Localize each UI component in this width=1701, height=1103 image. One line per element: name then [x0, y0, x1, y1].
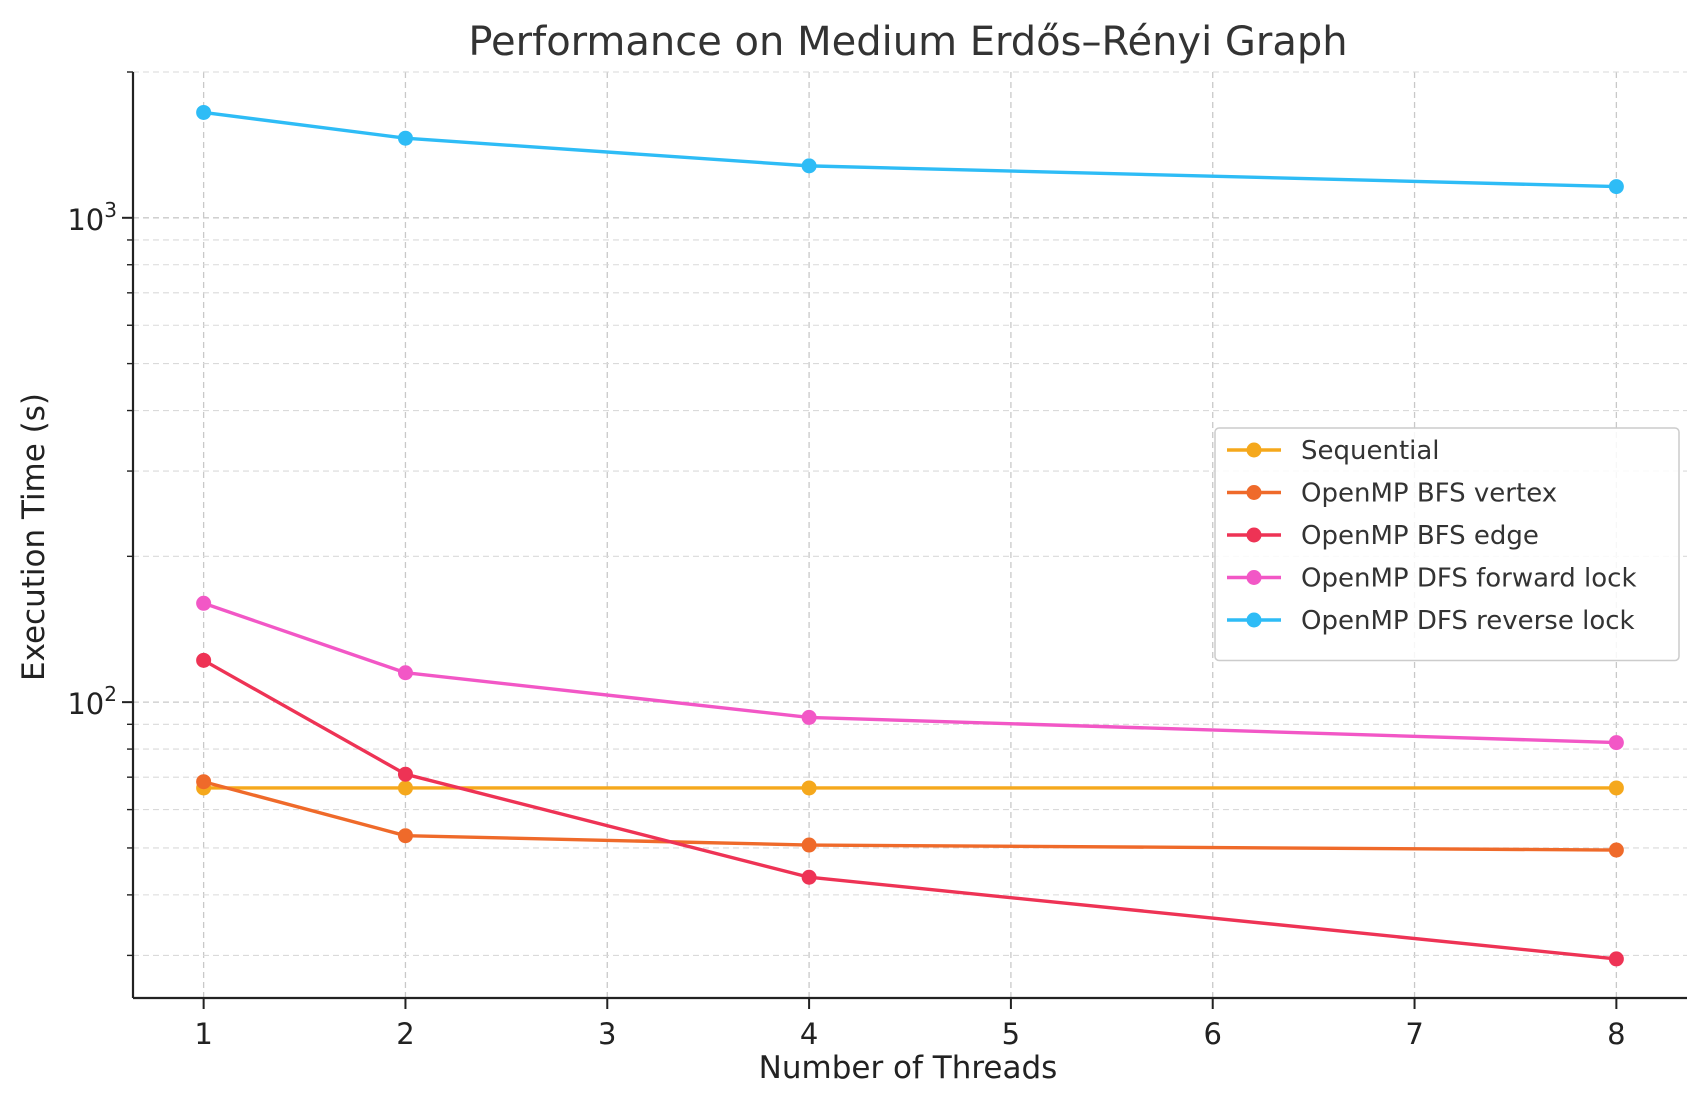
legend-item: Sequential — [1227, 436, 1440, 466]
data-point — [397, 780, 413, 796]
legend-label: OpenMP BFS vertex — [1301, 479, 1557, 509]
series-layer — [196, 104, 1624, 967]
x-tick-label: 1 — [194, 1017, 212, 1051]
series-4 — [196, 595, 1624, 751]
series-2 — [196, 774, 1624, 858]
y-tick-label: 102 — [67, 682, 117, 721]
legend-item: OpenMP DFS reverse lock — [1227, 606, 1635, 636]
x-tick-label: 6 — [1204, 1017, 1222, 1051]
x-tick-label: 4 — [800, 1017, 818, 1051]
legend-swatch-marker — [1246, 442, 1262, 458]
legend-label: OpenMP BFS edge — [1301, 521, 1539, 551]
series-5 — [196, 104, 1624, 195]
data-point — [397, 766, 413, 782]
data-point — [1608, 951, 1624, 967]
data-point — [801, 869, 817, 885]
data-point — [801, 158, 817, 174]
data-point — [397, 828, 413, 844]
legend-label: Sequential — [1301, 436, 1440, 466]
data-point — [1608, 780, 1624, 796]
data-point — [1608, 179, 1624, 195]
y-axis-label: Execution Time (s) — [16, 393, 52, 681]
legend: Sequential OpenMP BFS vertex OpenMP BFS ed… — [1214, 427, 1680, 662]
data-point — [1608, 735, 1624, 751]
data-point — [397, 665, 413, 681]
data-point — [196, 652, 212, 668]
legend-label: OpenMP DFS reverse lock — [1301, 606, 1635, 636]
series-3 — [196, 652, 1624, 967]
y-tick-label-base: 10 — [67, 687, 104, 721]
legend-box — [1214, 427, 1680, 662]
y-tick-label: 103 — [67, 198, 117, 237]
data-point — [196, 595, 212, 611]
data-point — [801, 709, 817, 725]
series-line — [202, 658, 1617, 961]
series-1 — [196, 780, 1624, 796]
legend-item: OpenMP BFS edge — [1227, 521, 1539, 551]
data-point — [801, 780, 817, 796]
data-point — [196, 774, 212, 790]
series-line — [203, 110, 1617, 189]
x-tick-label: 7 — [1405, 1017, 1423, 1051]
legend-label: OpenMP DFS forward lock — [1301, 564, 1637, 594]
x-tick-label: 5 — [1002, 1017, 1020, 1051]
data-point — [1608, 842, 1624, 858]
legend-swatch-marker — [1246, 570, 1262, 585]
chart-title: Performance on Medium Erdős–Rényi Graph — [468, 19, 1347, 65]
legend-item: OpenMP BFS vertex — [1227, 479, 1557, 509]
series-line — [203, 780, 1617, 852]
data-point — [801, 837, 817, 853]
data-point — [397, 130, 413, 146]
legend-swatch-marker — [1246, 612, 1262, 628]
x-tick-label: 8 — [1607, 1017, 1625, 1051]
y-tick-label-base: 10 — [67, 203, 104, 237]
x-tick-label: 2 — [396, 1017, 414, 1051]
x-axis-label: Number of Threads — [759, 1050, 1058, 1086]
y-tick-label-exponent: 2 — [104, 682, 117, 706]
y-tick-label-exponent: 3 — [104, 198, 117, 222]
legend-swatch-marker — [1246, 527, 1262, 543]
legend-swatch-marker — [1246, 485, 1262, 500]
x-tick-label: 3 — [598, 1017, 616, 1051]
data-point — [196, 104, 212, 120]
legend-item: OpenMP DFS forward lock — [1227, 564, 1637, 594]
series-line — [203, 601, 1617, 745]
